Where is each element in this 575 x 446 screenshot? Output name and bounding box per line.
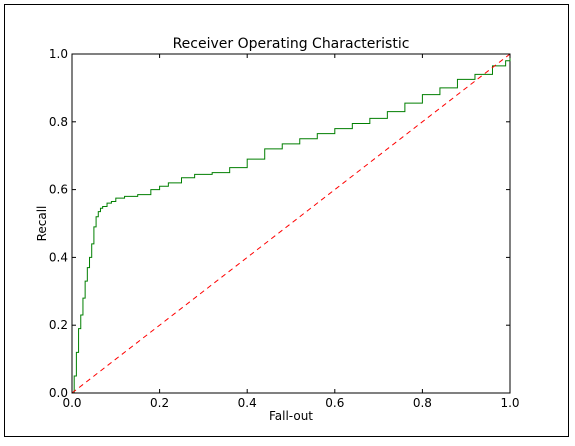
figure-frame — [4, 4, 569, 437]
reference-diagonal-line — [71, 53, 511, 394]
y-tick-label: 0.0 — [49, 386, 68, 400]
x-tick-label: 0.8 — [413, 396, 432, 410]
series-layer — [71, 53, 511, 394]
y-axis-label: Recall — [35, 206, 49, 242]
x-tick-label: 1.0 — [500, 396, 519, 410]
y-tick-label: 0.6 — [49, 183, 68, 197]
x-axis-label: Fall-out — [269, 409, 313, 423]
x-tick-label: 0.0 — [62, 396, 81, 410]
x-tick-label: 0.2 — [150, 396, 169, 410]
y-tick-label: 0.2 — [49, 318, 68, 332]
y-tick-label: 1.0 — [49, 47, 68, 61]
roc-curve-line — [72, 54, 511, 394]
y-tick-label: 0.8 — [49, 115, 68, 129]
y-tick-label: 0.4 — [49, 250, 68, 264]
chart-title: Receiver Operating Characteristic — [173, 36, 410, 52]
ticks-layer: 0.0 0.2 0.4 0.6 0.8 1.0 0.0 0.2 0.4 0.6 0.8 1.0 — [49, 47, 520, 410]
x-tick-label: 0.6 — [325, 396, 344, 410]
x-tick-label: 0.4 — [238, 396, 257, 410]
